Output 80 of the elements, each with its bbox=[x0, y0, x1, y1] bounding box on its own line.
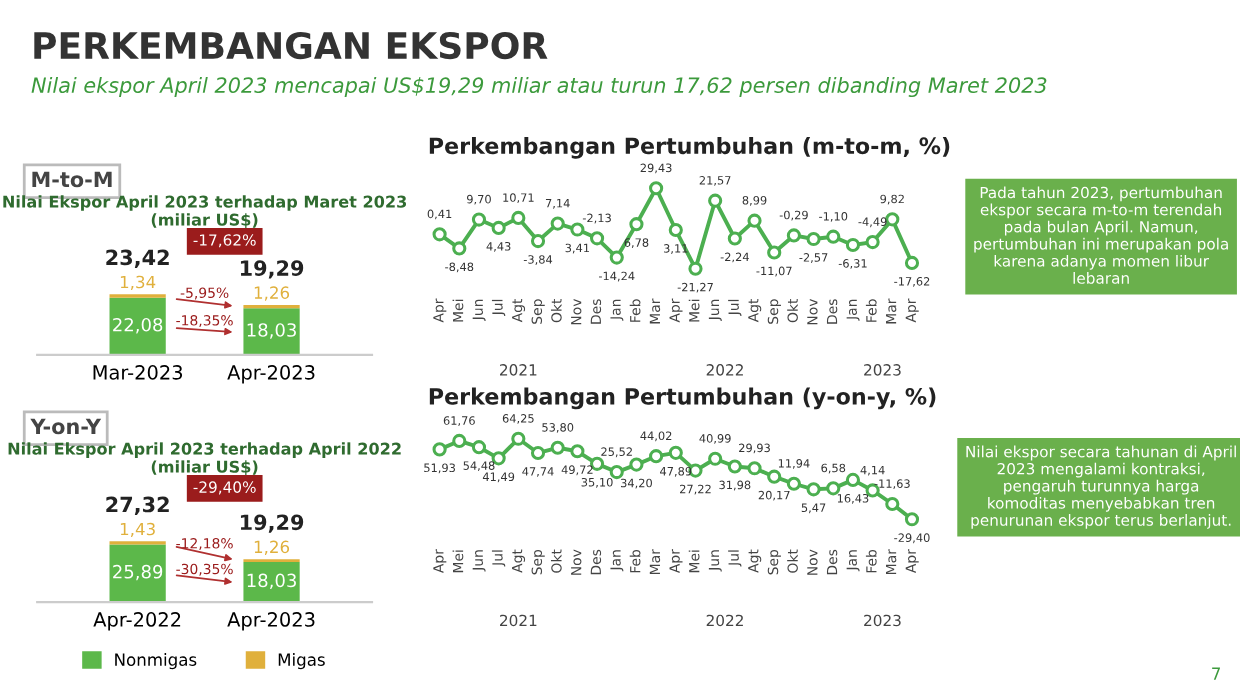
point bbox=[471, 212, 487, 227]
data-label: 1,43 bbox=[120, 522, 155, 538]
point bbox=[806, 231, 821, 247]
chart-title: Perkembangan Pertumbuhan (m-to-m, %) bbox=[429, 136, 950, 159]
data-label: 1,26 bbox=[254, 286, 290, 301]
point bbox=[471, 440, 487, 455]
point bbox=[727, 459, 742, 474]
point bbox=[767, 469, 782, 484]
point bbox=[452, 433, 467, 449]
legend-label: Nonmigas bbox=[115, 653, 197, 670]
point bbox=[530, 233, 546, 249]
point bbox=[511, 431, 526, 446]
point bbox=[530, 445, 546, 461]
x-tick-label: Apr-2022 bbox=[93, 612, 181, 631]
point bbox=[452, 241, 467, 256]
data-label: 25,89 bbox=[113, 564, 163, 581]
x-tick-label: Mar-2023 bbox=[93, 365, 183, 380]
point bbox=[649, 449, 664, 464]
point bbox=[786, 228, 801, 243]
data-label: 18,03 bbox=[247, 573, 296, 590]
bar bbox=[109, 544, 166, 603]
data-label: 1,26 bbox=[254, 540, 290, 555]
point bbox=[865, 234, 880, 250]
point bbox=[589, 231, 605, 246]
point bbox=[727, 231, 742, 246]
legend-label: Migas bbox=[278, 653, 325, 670]
chart-title: Nilai Ekspor April 2023 terhadap April 2022 bbox=[8, 442, 401, 458]
point bbox=[629, 217, 644, 232]
point bbox=[432, 442, 447, 457]
text: M-to-M bbox=[32, 171, 112, 188]
text: Y-on-Y bbox=[30, 418, 102, 435]
text: PERKEMBANGAN EKSPOR bbox=[34, 31, 548, 60]
x-tick-label: Apr-2023 bbox=[227, 365, 315, 384]
point bbox=[570, 222, 585, 237]
point bbox=[708, 451, 723, 466]
total-label: 19,29 bbox=[240, 260, 304, 279]
point bbox=[786, 476, 801, 491]
data-label: 18,03 bbox=[247, 323, 296, 339]
point bbox=[688, 261, 703, 276]
bar bbox=[109, 297, 166, 355]
point bbox=[491, 451, 506, 466]
point bbox=[747, 461, 762, 476]
chart-title: Nilai Ekspor April 2023 terhadap Maret 2023 bbox=[3, 195, 407, 211]
point bbox=[511, 210, 526, 226]
point bbox=[904, 512, 920, 527]
point bbox=[708, 193, 723, 208]
point bbox=[806, 482, 821, 497]
point bbox=[826, 229, 841, 244]
chart-subtitle: (miliar US$) bbox=[151, 213, 258, 228]
point bbox=[609, 464, 624, 480]
point bbox=[609, 250, 624, 265]
point bbox=[629, 457, 644, 472]
point bbox=[826, 481, 841, 496]
chart-title: Perkembangan Pertumbuhan (y-on-y, %) bbox=[429, 387, 936, 410]
text: 7 bbox=[1212, 667, 1220, 680]
point bbox=[668, 445, 683, 460]
bar bbox=[243, 562, 300, 603]
total-label: 27,32 bbox=[106, 496, 169, 515]
text: Nilai ekspor April 2023 mencapai US$19,29 miliar atau turun 17,62 persen dibanding Maret 2023 bbox=[31, 76, 1047, 98]
total-label: 19,29 bbox=[240, 514, 304, 533]
point bbox=[432, 227, 447, 242]
point bbox=[904, 255, 920, 271]
bar bbox=[243, 308, 300, 355]
point bbox=[747, 213, 762, 228]
point bbox=[491, 220, 506, 235]
chart-subtitle: (miliar US$) bbox=[151, 460, 258, 475]
point bbox=[570, 444, 585, 459]
x-tick-label: Apr-2023 bbox=[227, 612, 315, 631]
data-label: 22,08 bbox=[113, 317, 163, 334]
point bbox=[550, 216, 565, 231]
total-label: 23,42 bbox=[106, 249, 169, 268]
point bbox=[767, 245, 782, 260]
point bbox=[550, 440, 565, 455]
point bbox=[885, 496, 900, 512]
point bbox=[649, 181, 664, 196]
point bbox=[885, 212, 900, 227]
data-label: 1,34 bbox=[120, 275, 156, 290]
point bbox=[668, 222, 683, 238]
point bbox=[845, 472, 861, 487]
point bbox=[845, 237, 861, 253]
